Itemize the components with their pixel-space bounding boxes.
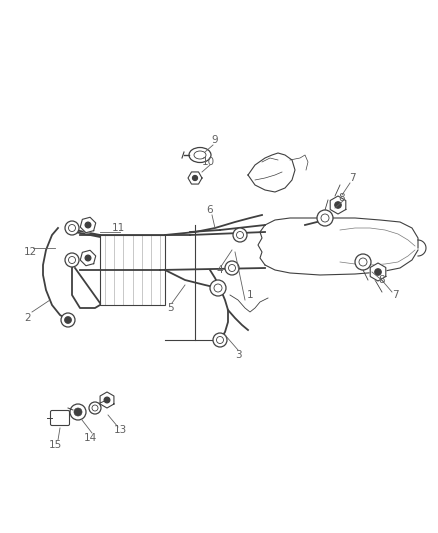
Circle shape — [65, 253, 79, 267]
Text: 14: 14 — [83, 433, 97, 443]
Circle shape — [210, 280, 226, 296]
Text: 2: 2 — [25, 313, 31, 323]
Circle shape — [85, 222, 91, 228]
Circle shape — [85, 255, 91, 261]
Circle shape — [70, 404, 86, 420]
Circle shape — [89, 402, 101, 414]
Circle shape — [375, 269, 381, 275]
Text: 8: 8 — [339, 193, 345, 203]
Circle shape — [74, 408, 82, 416]
Circle shape — [355, 254, 371, 270]
Text: 7: 7 — [392, 290, 398, 300]
Circle shape — [225, 261, 239, 275]
Circle shape — [64, 317, 71, 324]
Text: 10: 10 — [201, 157, 215, 167]
Circle shape — [193, 175, 198, 181]
Text: 8: 8 — [379, 275, 385, 285]
Text: 1: 1 — [247, 290, 253, 300]
Text: 4: 4 — [217, 265, 223, 275]
Text: 7: 7 — [349, 173, 355, 183]
Polygon shape — [330, 196, 346, 214]
Polygon shape — [370, 263, 386, 281]
Circle shape — [317, 210, 333, 226]
Circle shape — [65, 221, 79, 235]
Text: 3: 3 — [235, 350, 241, 360]
Polygon shape — [188, 172, 202, 184]
Ellipse shape — [189, 148, 211, 163]
Text: 11: 11 — [111, 223, 125, 233]
Polygon shape — [100, 392, 114, 408]
Polygon shape — [80, 251, 96, 266]
Circle shape — [104, 397, 110, 403]
Circle shape — [335, 202, 341, 208]
Text: 9: 9 — [212, 135, 218, 145]
Circle shape — [233, 228, 247, 242]
Text: 13: 13 — [113, 425, 127, 435]
Text: 15: 15 — [48, 440, 62, 450]
Text: 5: 5 — [167, 303, 173, 313]
Polygon shape — [80, 217, 96, 233]
Circle shape — [213, 333, 227, 347]
Text: 12: 12 — [23, 247, 37, 257]
Text: 6: 6 — [207, 205, 213, 215]
Circle shape — [61, 313, 75, 327]
